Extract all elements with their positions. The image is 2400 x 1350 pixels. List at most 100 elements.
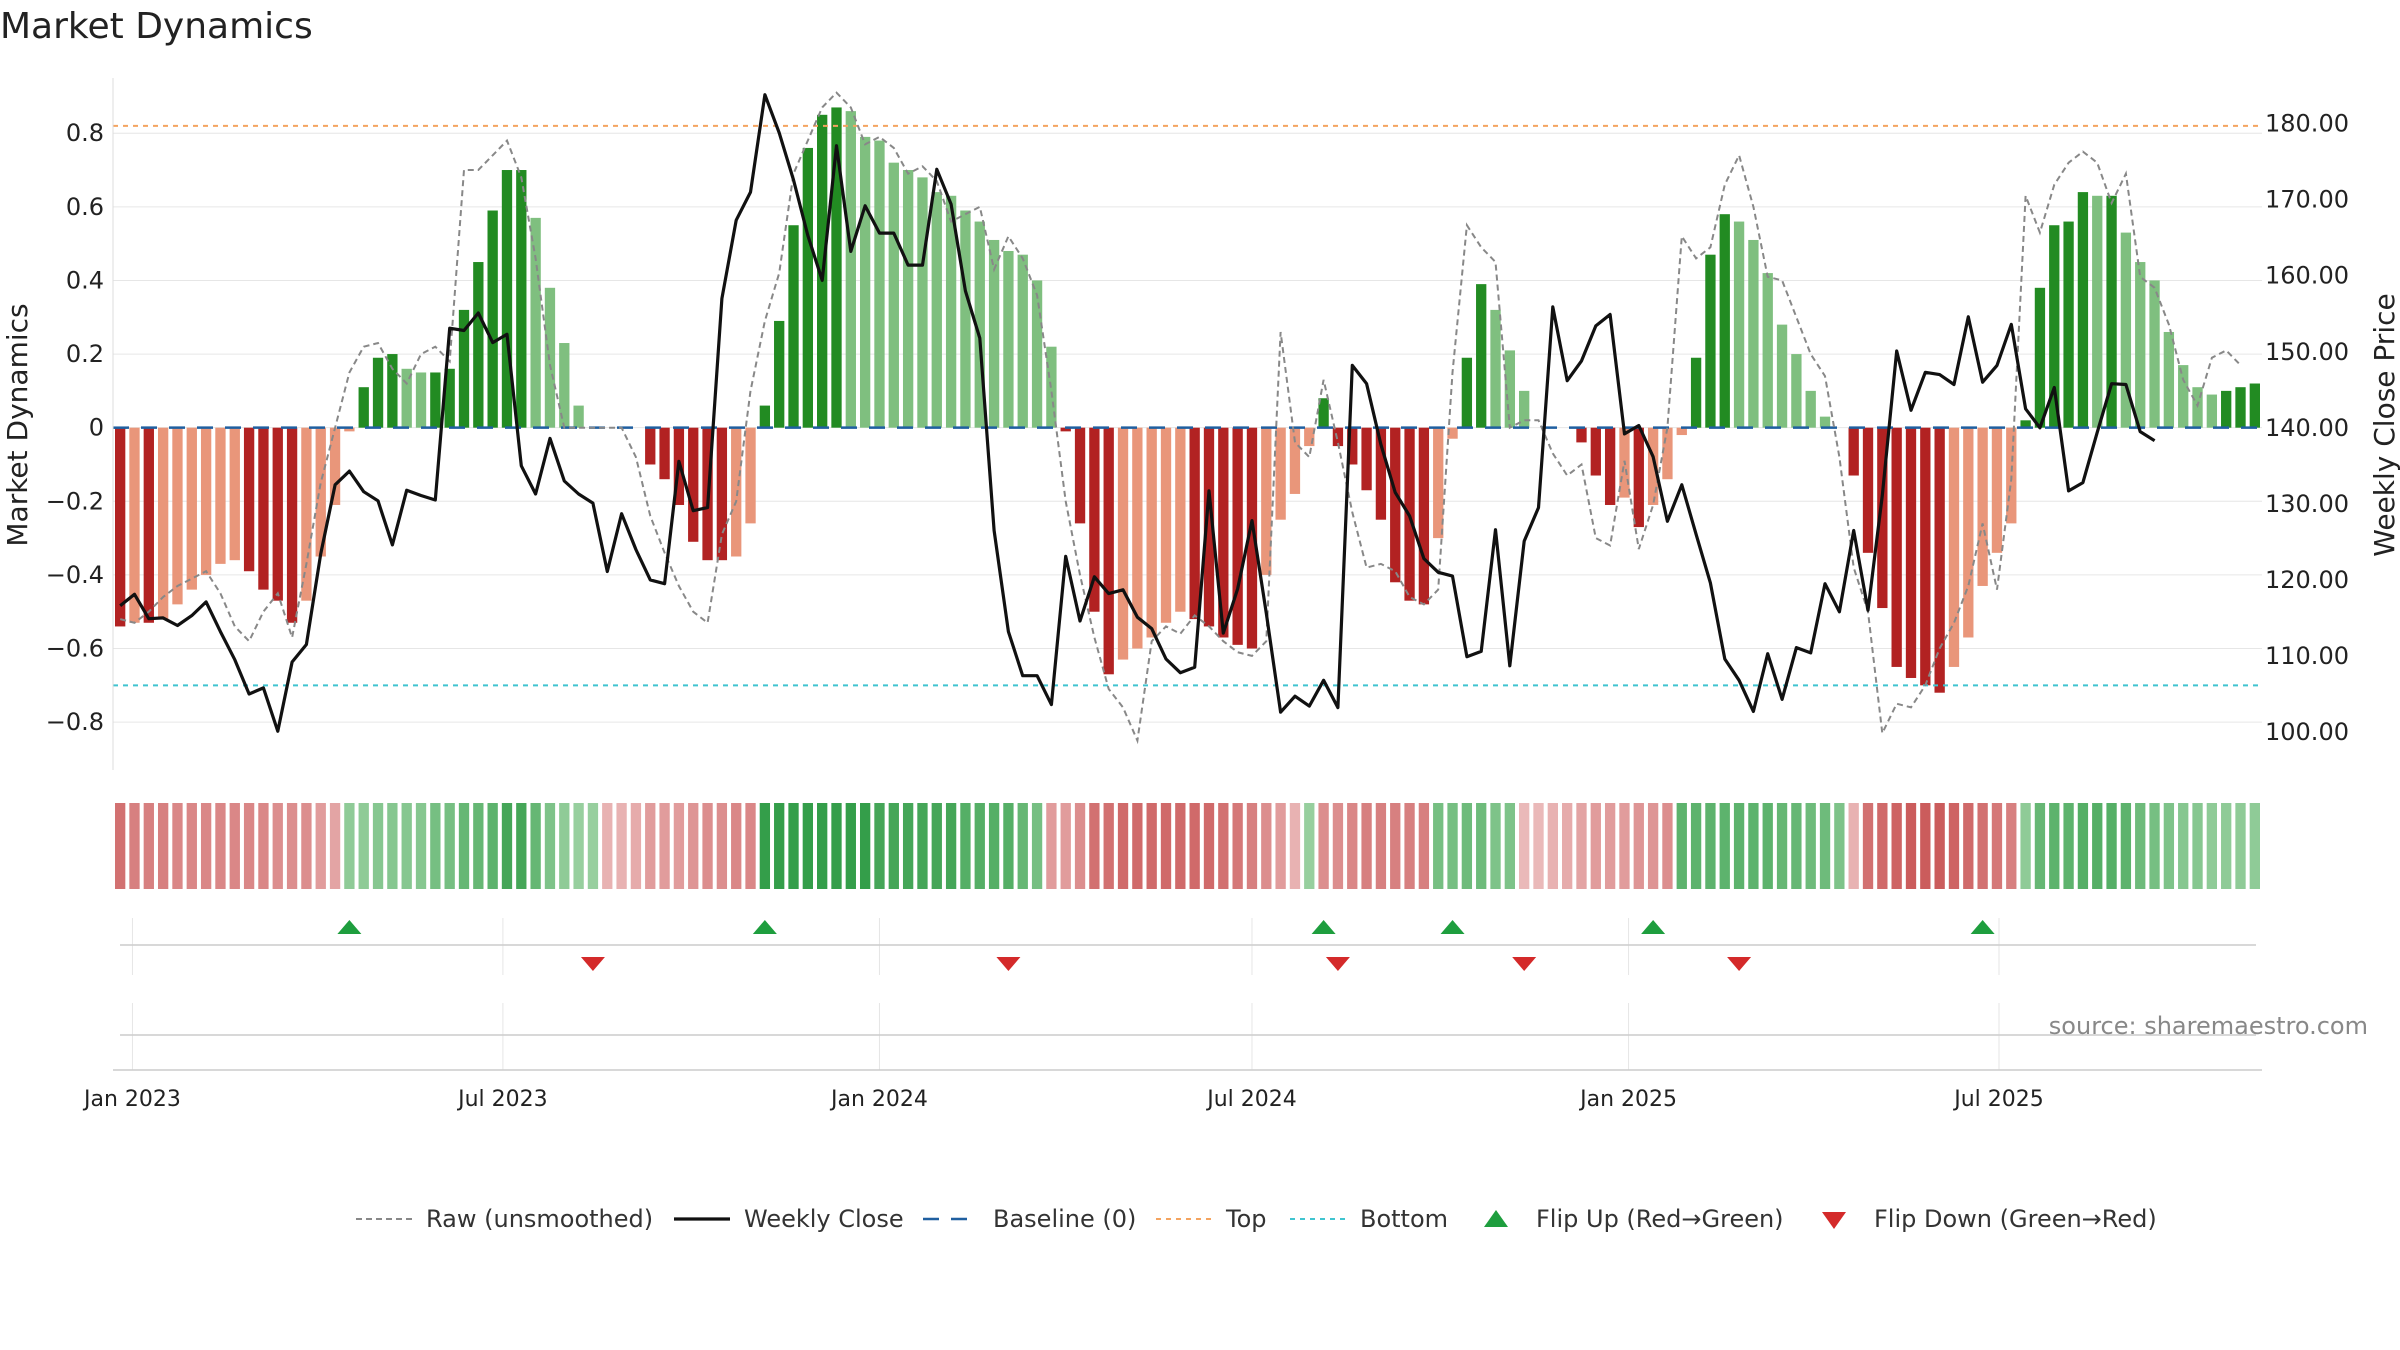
dynamics-bar — [2077, 192, 2089, 428]
dynamics-bar — [186, 427, 197, 590]
dynamics-bar — [931, 192, 942, 428]
regime-cell — [444, 803, 455, 889]
regime-cell — [2235, 803, 2246, 889]
dynamics-bar — [1920, 427, 1931, 686]
dynamics-bar — [774, 320, 785, 428]
regime-cell — [1633, 803, 1644, 889]
dynamics-bar — [1160, 427, 1172, 623]
dynamics-bar — [1175, 427, 1186, 612]
dynamics-bar — [1203, 427, 1215, 627]
regime-cell — [473, 803, 484, 889]
regime-cell — [458, 803, 470, 889]
dynamics-bar — [1275, 427, 1286, 520]
regime-cell — [1347, 803, 1358, 889]
dynamics-bar — [1390, 427, 1401, 583]
regime-cell — [186, 803, 197, 889]
dynamics-bar — [716, 427, 728, 561]
regime-cell — [1232, 803, 1243, 889]
dynamics-bar — [1117, 427, 1129, 660]
dynamics-bar — [1332, 427, 1344, 447]
dynamics-bar — [229, 427, 240, 561]
dynamics-bar — [501, 170, 513, 428]
regime-cell — [1003, 803, 1014, 889]
regime-cell — [1103, 803, 1114, 889]
dynamics-bar — [1748, 239, 1759, 428]
legend-label-close: Weekly Close — [744, 1205, 904, 1233]
legend-label-top: Top — [1225, 1205, 1267, 1233]
dynamics-bar — [1776, 324, 1788, 428]
dynamics-bar — [1705, 254, 1716, 428]
legend-label-raw: Raw (unsmoothed) — [426, 1205, 653, 1233]
dynamics-bar — [372, 357, 384, 428]
regime-cell — [1547, 803, 1558, 889]
dynamics-bar — [200, 427, 212, 575]
y-tick-right: 180.00 — [2265, 110, 2349, 138]
dynamics-bar — [573, 405, 584, 428]
regime-cell — [960, 803, 971, 889]
regime-cell — [215, 803, 226, 889]
regime-cell — [1877, 803, 1888, 889]
dynamics-bar — [1218, 427, 1229, 638]
regime-cell — [2092, 803, 2103, 889]
y-tick-left: −0.8 — [46, 708, 104, 736]
dynamics-bar — [902, 170, 914, 428]
regime-cell — [1304, 803, 1315, 889]
dynamics-bar — [1977, 427, 1988, 586]
regime-cell — [2206, 803, 2218, 889]
regime-cell — [1991, 803, 2003, 889]
regime-cell — [1046, 803, 1057, 889]
dynamics-bar — [1934, 427, 1945, 693]
regime-cell — [902, 803, 914, 889]
regime-cell — [1662, 803, 1673, 889]
regime-cell — [229, 803, 240, 889]
dynamics-bar — [415, 372, 427, 428]
x-tick-date: Jan 2025 — [1578, 1087, 1677, 1112]
flip-down-marker — [996, 957, 1021, 971]
regime-cell — [1676, 803, 1687, 889]
regime-cell — [2178, 803, 2189, 889]
regime-cell — [945, 803, 957, 889]
axes: −0.8 −0.6 −0.4 −0.2 0 0.2 0.4 0.6 0.8 100.00 110.0… — [46, 78, 2349, 1112]
dynamics-bar — [559, 343, 570, 428]
dynamics-bar — [2149, 280, 2160, 428]
regime-cell — [1132, 803, 1143, 889]
dynamics-bar — [859, 136, 871, 428]
regime-cell — [1733, 803, 1745, 889]
regime-cell — [2221, 803, 2232, 889]
dynamics-bar — [2163, 331, 2175, 428]
regime-cell — [344, 803, 355, 889]
dynamics-bar — [458, 309, 470, 428]
regime-cell — [1203, 803, 1215, 889]
regime-cell — [774, 803, 785, 889]
regime-cell — [1476, 803, 1487, 889]
regime-cell — [1748, 803, 1759, 889]
dynamics-bar — [301, 427, 312, 601]
dynamics-bar — [2049, 225, 2060, 428]
dynamics-bar — [888, 162, 899, 428]
regime-cell — [1791, 803, 1802, 889]
dynamics-bar — [1060, 427, 1071, 432]
regime-cell — [716, 803, 728, 889]
dynamics-bar — [1447, 427, 1458, 439]
left-axis-title: Market Dynamics — [1, 303, 34, 546]
dynamics-bar — [2063, 221, 2074, 428]
regime-cell — [1089, 803, 1100, 889]
regime-cell — [874, 803, 885, 889]
dynamics-bar — [1963, 427, 1974, 638]
regime-cell — [2149, 803, 2160, 889]
regime-cell — [487, 803, 498, 889]
dynamics-bar — [1289, 427, 1301, 494]
dynamics-bar — [329, 427, 341, 505]
regime-cell — [1504, 803, 1516, 889]
dynamics-bar — [2206, 394, 2218, 428]
dynamics-bar — [2235, 387, 2246, 428]
grid-layer — [113, 132, 2262, 1071]
regime-cell — [1175, 803, 1186, 889]
regime-cell — [2249, 803, 2260, 889]
regime-cell — [544, 803, 556, 889]
dynamics-bar — [2221, 390, 2232, 428]
dynamics-bar — [1304, 427, 1315, 447]
regime-cell — [516, 803, 527, 889]
dynamics-bar — [157, 427, 169, 620]
